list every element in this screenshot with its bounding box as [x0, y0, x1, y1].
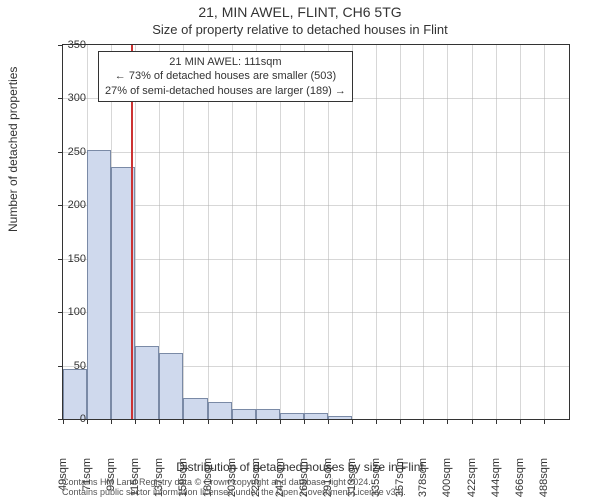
histogram-bar — [159, 353, 183, 419]
histogram-bar — [256, 409, 280, 419]
y-tick-mark — [58, 419, 62, 420]
x-tick-mark — [256, 420, 257, 424]
x-tick-mark — [111, 420, 112, 424]
histogram-bar — [208, 402, 232, 419]
footer-line: Contains public sector information licen… — [62, 488, 406, 498]
y-tick-label: 200 — [46, 199, 86, 211]
x-tick-mark — [400, 420, 401, 424]
annotation-line: 21 MIN AWEL: 111sqm — [105, 55, 346, 69]
x-tick-mark — [447, 420, 448, 424]
x-tick-mark — [496, 420, 497, 424]
y-tick-mark — [58, 45, 62, 46]
x-tick-mark — [63, 420, 64, 424]
chart-subtitle: Size of property relative to detached ho… — [0, 22, 600, 37]
x-tick-mark — [376, 420, 377, 424]
annotation-line: 27% of semi-detached houses are larger (… — [105, 84, 346, 98]
x-tick-mark — [87, 420, 88, 424]
y-tick-label: 100 — [46, 306, 86, 318]
x-tick-mark — [159, 420, 160, 424]
y-tick-mark — [58, 205, 62, 206]
x-tick-mark — [304, 420, 305, 424]
y-tick-mark — [58, 98, 62, 99]
annotation-box: 21 MIN AWEL: 111sqm← 73% of detached hou… — [98, 51, 353, 102]
y-tick-label: 50 — [46, 360, 86, 372]
footer-attribution: Contains HM Land Registry data © Crown c… — [62, 478, 406, 498]
gridline-vertical — [376, 45, 377, 419]
y-tick-label: 0 — [46, 413, 86, 425]
y-tick-label: 300 — [46, 92, 86, 104]
gridline-vertical — [423, 45, 424, 419]
chart-title: 21, MIN AWEL, FLINT, CH6 5TG — [0, 4, 600, 20]
y-tick-mark — [58, 366, 62, 367]
gridline-vertical — [472, 45, 473, 419]
annotation-line: ← 73% of detached houses are smaller (50… — [105, 69, 346, 83]
gridline-vertical — [520, 45, 521, 419]
gridline-vertical — [496, 45, 497, 419]
y-axis-label: Number of detached properties — [6, 67, 20, 232]
gridline-horizontal — [63, 152, 569, 153]
gridline-horizontal — [63, 312, 569, 313]
histogram-bar — [63, 369, 87, 419]
x-tick-mark — [232, 420, 233, 424]
x-tick-mark — [328, 420, 329, 424]
y-tick-label: 350 — [46, 39, 86, 51]
histogram-bar — [328, 416, 352, 419]
x-tick-mark — [544, 420, 545, 424]
histogram-bar — [135, 346, 159, 419]
gridline-vertical — [544, 45, 545, 419]
gridline-horizontal — [63, 259, 569, 260]
x-axis-label: Distribution of detached houses by size … — [0, 460, 600, 474]
histogram-bar — [304, 413, 328, 419]
x-tick-mark — [208, 420, 209, 424]
plot-area: 21 MIN AWEL: 111sqm← 73% of detached hou… — [62, 44, 570, 420]
y-tick-mark — [58, 312, 62, 313]
histogram-bar — [280, 413, 304, 419]
y-tick-mark — [58, 152, 62, 153]
x-tick-mark — [520, 420, 521, 424]
gridline-vertical — [447, 45, 448, 419]
x-tick-mark — [183, 420, 184, 424]
x-tick-mark — [423, 420, 424, 424]
y-tick-mark — [58, 259, 62, 260]
gridline-vertical — [400, 45, 401, 419]
histogram-bar — [232, 409, 256, 419]
histogram-bar — [183, 398, 207, 419]
histogram-bar — [87, 150, 111, 419]
y-tick-label: 250 — [46, 146, 86, 158]
chart-figure: 21, MIN AWEL, FLINT, CH6 5TG Size of pro… — [0, 0, 600, 500]
gridline-horizontal — [63, 205, 569, 206]
x-tick-mark — [280, 420, 281, 424]
x-tick-mark — [352, 420, 353, 424]
x-tick-mark — [472, 420, 473, 424]
y-tick-label: 150 — [46, 253, 86, 265]
x-tick-mark — [135, 420, 136, 424]
